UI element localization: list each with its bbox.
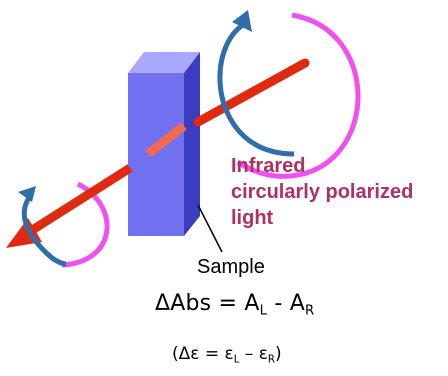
magenta-arc-upper <box>236 12 361 179</box>
light-label-line2: circularly polarized <box>231 181 414 203</box>
blue-arc-lower <box>21 192 67 267</box>
blue-arrowhead-lower <box>18 186 36 202</box>
sample-prism <box>128 52 200 236</box>
eq2-sub-l: L <box>233 354 240 366</box>
light-label: Infrared circularly polarized light <box>231 153 446 231</box>
light-beam-front-face <box>145 122 187 158</box>
eq1-lhs: ΔAbs = A <box>155 291 260 316</box>
eq2-close: ) <box>274 344 282 364</box>
sample-leader-line <box>197 204 223 253</box>
light-beam <box>193 58 310 127</box>
equation-delta-abs: ΔAbs = AL - AR <box>155 291 315 319</box>
light-beam-lower <box>23 164 133 238</box>
prism-top <box>128 52 200 73</box>
eq1-sub-r: R <box>304 303 315 319</box>
blue-arc-upper <box>217 19 295 157</box>
prism-front <box>128 73 184 236</box>
blue-arrowhead-upper <box>232 10 252 32</box>
prism-right-side <box>184 52 200 236</box>
eq2-mid: – ε <box>239 344 268 364</box>
eq2-sub-r: R <box>267 354 275 366</box>
light-label-line1: Infrared <box>231 155 306 177</box>
sample-label: Sample <box>197 256 265 278</box>
eq1-mid: - A <box>267 291 305 316</box>
eq1-sub-l: L <box>259 303 268 319</box>
light-label-line3: light <box>231 207 274 229</box>
equation-delta-epsilon: (Δε = εL – εR) <box>172 344 282 366</box>
eq2-open: (Δε = ε <box>172 344 234 364</box>
